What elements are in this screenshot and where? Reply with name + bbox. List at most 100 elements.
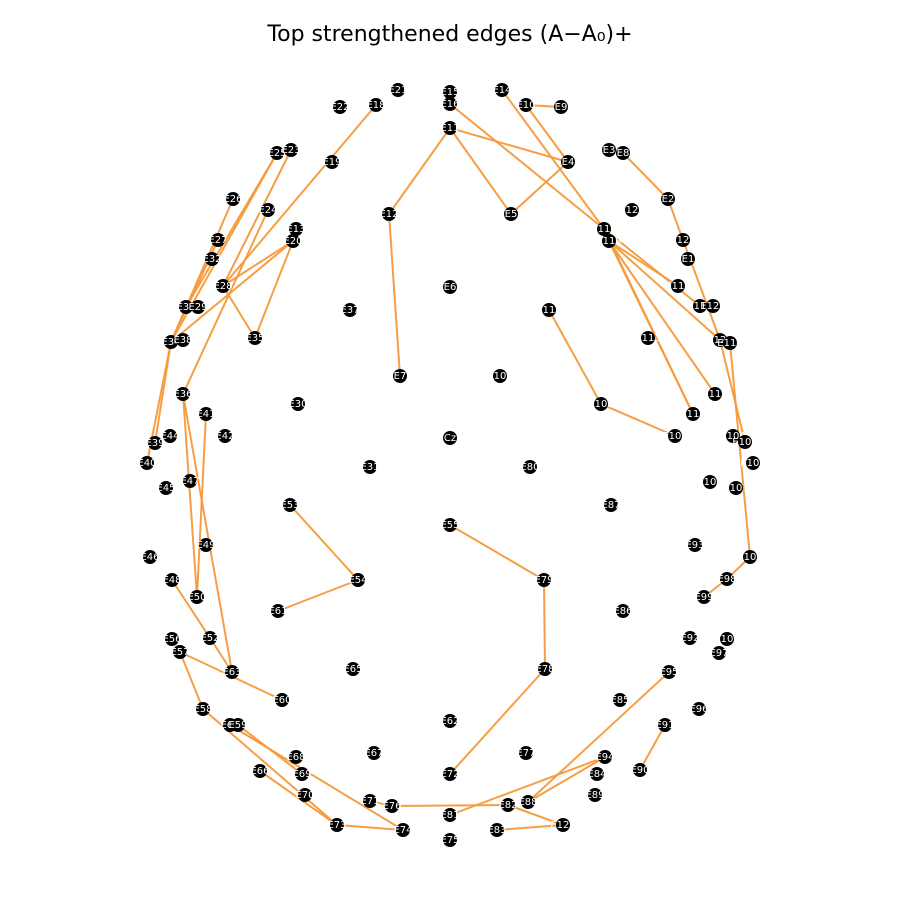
node [270, 146, 284, 160]
node-label: E87 [601, 500, 620, 511]
node-label: E32 [202, 254, 221, 265]
node-label: E94 [595, 752, 614, 763]
node [594, 397, 608, 411]
node [173, 645, 187, 659]
node [676, 233, 690, 247]
node-label: E27 [208, 235, 227, 246]
node [597, 222, 611, 236]
node [556, 818, 570, 832]
edge [222, 240, 294, 287]
node [490, 823, 504, 837]
edge [449, 668, 546, 775]
edge [336, 824, 404, 831]
node [616, 146, 630, 160]
node-label: E4 [562, 157, 575, 168]
node [148, 436, 162, 450]
node-label: E62 [440, 716, 459, 727]
node [396, 823, 410, 837]
node-label: E68 [286, 752, 305, 763]
node-label: E8 [617, 148, 630, 159]
node-label: E33 [176, 302, 195, 313]
node [343, 303, 357, 317]
node [697, 590, 711, 604]
node [391, 83, 405, 97]
node-label: E16 [440, 99, 459, 110]
node-label: E58 [193, 704, 212, 715]
node [706, 299, 720, 313]
edge [608, 240, 721, 341]
node [554, 100, 568, 114]
node-label: E37 [340, 305, 359, 316]
edge [510, 161, 569, 215]
node-label: E123 [670, 235, 695, 246]
node [443, 767, 457, 781]
node [176, 333, 190, 347]
node-label: E61 [268, 606, 287, 617]
node-label: E81 [440, 810, 459, 821]
node-label: E121 [707, 335, 732, 346]
node [683, 631, 697, 645]
node [693, 299, 707, 313]
node-label: E36 [173, 389, 192, 400]
node-label: E9 [555, 102, 568, 113]
node-label: E104 [720, 431, 745, 442]
node-label: E78 [535, 664, 554, 675]
node [271, 604, 285, 618]
node [708, 387, 722, 401]
node [286, 234, 300, 248]
node [369, 98, 383, 112]
node-label: E114 [717, 338, 742, 349]
edge [667, 198, 684, 241]
node-label: E98 [717, 574, 736, 585]
edge [449, 103, 605, 230]
node-label: E86 [613, 606, 632, 617]
node-label: E76 [382, 801, 401, 812]
node-label: E108 [732, 437, 757, 448]
node [291, 397, 305, 411]
edge [222, 104, 377, 287]
node-label: E74 [393, 825, 412, 836]
node [218, 429, 232, 443]
node [363, 460, 377, 474]
node-label: E24 [258, 205, 277, 216]
node [668, 429, 682, 443]
node [164, 335, 178, 349]
node-label: E15 [440, 87, 459, 98]
node [393, 369, 407, 383]
node [199, 407, 213, 421]
node-label: E30 [288, 399, 307, 410]
node-label: E49 [196, 540, 215, 551]
node-label: E35 [245, 333, 264, 344]
node [443, 833, 457, 847]
node [367, 746, 381, 760]
node-label: E18 [366, 100, 385, 111]
node [165, 632, 179, 646]
node-label: E6 [444, 282, 457, 293]
node [688, 538, 702, 552]
edge [237, 724, 303, 775]
node-label: E101 [723, 483, 748, 494]
node-label: E88 [518, 797, 537, 808]
node [681, 252, 695, 266]
node [641, 331, 655, 345]
node-label: E118 [591, 224, 616, 235]
node [443, 808, 457, 822]
node-label: E1 [682, 254, 695, 265]
node-label: E95 [659, 667, 678, 678]
node-label: E13 [286, 224, 305, 235]
node [211, 233, 225, 247]
edge [719, 339, 746, 443]
node [746, 456, 760, 470]
node-label: E56 [162, 634, 181, 645]
node-label: E66 [250, 766, 269, 777]
node-label: E90 [630, 765, 649, 776]
node [443, 97, 457, 111]
node-label: E14 [492, 85, 511, 96]
edge [622, 152, 669, 200]
node [443, 518, 457, 532]
node-label: E67 [364, 748, 383, 759]
node-label: E26 [223, 194, 242, 205]
edge [449, 127, 512, 215]
node-label: E19 [322, 157, 341, 168]
node [501, 798, 515, 812]
